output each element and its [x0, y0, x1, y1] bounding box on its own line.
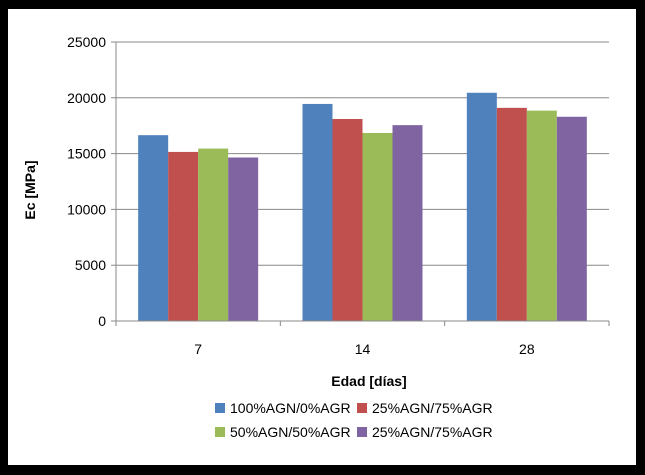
bar [526, 110, 557, 321]
legend-label: 25%AGN/75%AGR [372, 400, 493, 416]
bar [138, 135, 169, 321]
y-tick-label: 20000 [67, 90, 106, 106]
y-tick-label: 0 [98, 313, 106, 329]
y-tick-label: 10000 [67, 201, 106, 217]
legend-swatch [357, 403, 367, 413]
legend-item: 25%AGN/75%AGR [357, 400, 493, 416]
legend-item: 50%AGN/50%AGR [215, 424, 351, 440]
legend-swatch [357, 427, 367, 437]
bar [392, 125, 423, 321]
legend-item: 100%AGN/0%AGR [215, 400, 351, 416]
bar [198, 148, 229, 321]
bar [228, 157, 259, 321]
bar [362, 132, 393, 321]
y-tick-label: 5000 [75, 257, 106, 273]
bar [466, 92, 497, 321]
bar [496, 107, 527, 322]
legend-label: 50%AGN/50%AGR [230, 424, 351, 440]
x-tick-label: 14 [355, 341, 371, 357]
x-axis-title: Edad [días] [331, 373, 406, 389]
y-tick-labels: 0 5000 10000 15000 20000 25000 [67, 34, 106, 329]
legend-label: 25%AGN/75%AGR [372, 424, 493, 440]
bar [168, 151, 199, 321]
chart-frame: 0 5000 10000 15000 20000 25000 7 14 28 Edad [dí… [8, 9, 636, 465]
legend-label: 100%AGN/0%AGR [230, 400, 351, 416]
legend: 100%AGN/0%AGR 25%AGN/75%AGR 50%AGN/50%AGR 2… [215, 400, 493, 440]
y-axis-title: Ec [MPa] [22, 160, 38, 219]
y-tick-label: 25000 [67, 34, 106, 50]
x-tick-labels: 7 14 28 [194, 341, 535, 357]
bar [332, 119, 363, 321]
legend-swatch [215, 403, 225, 413]
bar [302, 103, 333, 321]
bars [138, 92, 587, 322]
bar [556, 116, 587, 321]
y-tick-label: 15000 [67, 146, 106, 162]
legend-item: 25%AGN/75%AGR [357, 424, 493, 440]
legend-swatch [215, 427, 225, 437]
x-tick-label: 28 [519, 341, 535, 357]
x-tick-label: 7 [194, 341, 202, 357]
bar-chart: 0 5000 10000 15000 20000 25000 7 14 28 Edad [dí… [22, 34, 610, 440]
